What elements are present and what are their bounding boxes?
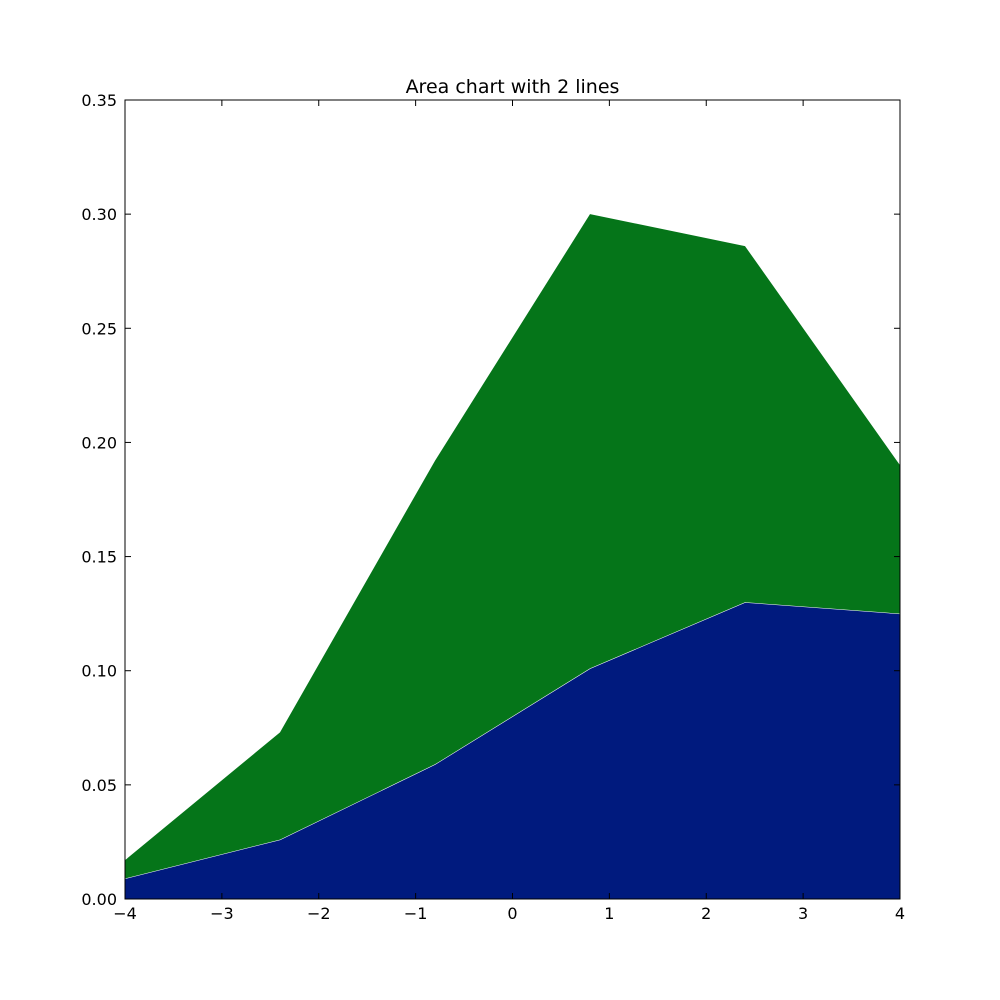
areas-layer xyxy=(124,214,901,899)
y-tick-label: 0.30 xyxy=(81,205,117,224)
y-tick-label: 0.05 xyxy=(81,776,117,795)
series-1-area xyxy=(125,602,900,899)
x-tick-label: 4 xyxy=(895,904,905,923)
x-tick-label: −4 xyxy=(113,904,137,923)
y-tick-label: 0.20 xyxy=(81,433,117,452)
y-tick-label: 0.10 xyxy=(81,662,117,681)
labels-layer: −4 −3 −2 −1 0 1 2 3 4 0.00 0.05 0.10 0.15 0.20 0.25 0.3… xyxy=(81,91,905,923)
x-tick-label: −1 xyxy=(404,904,428,923)
x-tick-label: 1 xyxy=(604,904,614,923)
chart-title: Area chart with 2 lines xyxy=(406,76,620,98)
plot-frame xyxy=(124,99,901,900)
x-tick-label: −3 xyxy=(210,904,234,923)
x-tick-label: 3 xyxy=(798,904,808,923)
y-tick-label: 0.15 xyxy=(81,548,117,567)
series-2-area xyxy=(125,214,900,879)
x-tick-label: 2 xyxy=(701,904,711,923)
y-tick-label: 0.25 xyxy=(81,319,117,338)
y-tick-label: 0.35 xyxy=(81,91,117,110)
x-tick-label: 0 xyxy=(507,904,517,923)
x-tick-label: −2 xyxy=(307,904,331,923)
y-tick-label: 0.00 xyxy=(81,890,117,909)
